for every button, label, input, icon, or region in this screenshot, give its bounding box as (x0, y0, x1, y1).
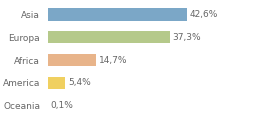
Bar (48, 31, 170, 43)
Text: 14,7%: 14,7% (99, 55, 127, 65)
Text: 0,1%: 0,1% (51, 101, 74, 110)
Text: 5,4%: 5,4% (68, 78, 91, 87)
Text: 42,6%: 42,6% (190, 10, 218, 19)
Bar (48, 8, 187, 21)
Bar (48, 54, 96, 66)
Text: 37,3%: 37,3% (173, 33, 201, 42)
Bar (48, 77, 66, 89)
